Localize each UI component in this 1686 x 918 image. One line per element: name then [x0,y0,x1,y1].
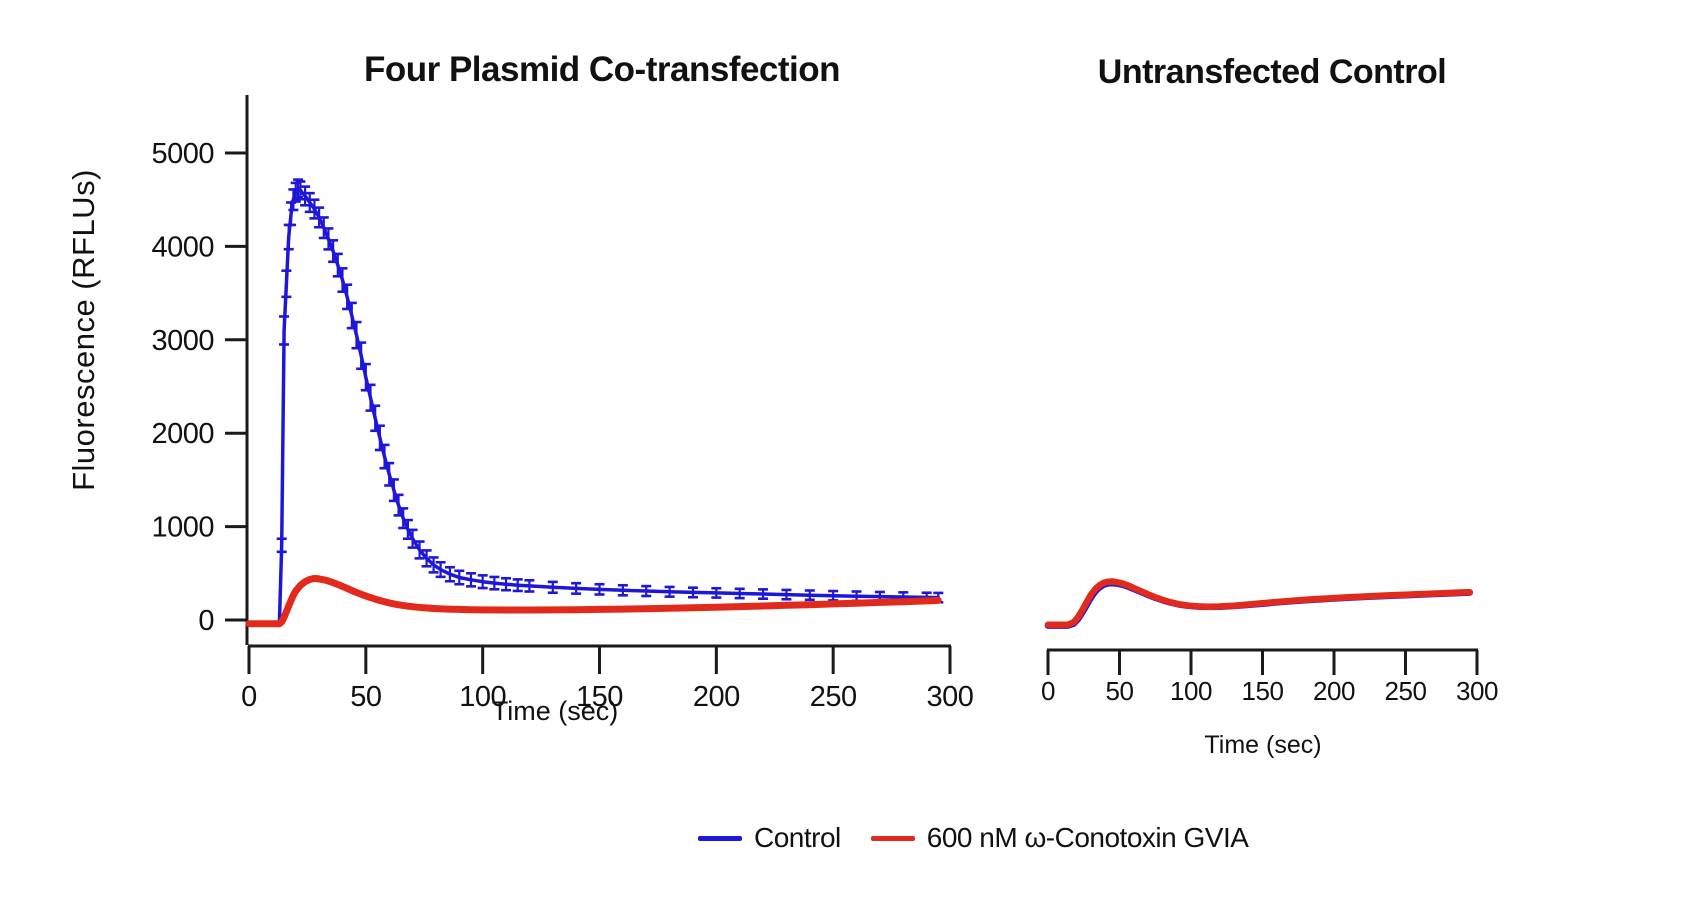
x-tick-label: 150 [576,681,623,713]
control-line-swatch [698,835,742,841]
legend-item-control: Control [698,822,841,854]
x-tick-label: 200 [1313,676,1355,706]
x-tick-label: 100 [459,681,506,713]
legend-item-conotoxin: 600 nM ω-Conotoxin GVIA [870,822,1249,854]
x-tick-label: 150 [1242,676,1284,706]
x-tick-label: 0 [241,681,257,713]
y-tick-label: 4000 [151,231,214,263]
legend-label-conotoxin: 600 nM ω-Conotoxin GVIA [926,822,1249,853]
series-line-conotoxin [1044,578,1474,628]
series-line-control [247,186,941,625]
y-tick-label: 5000 [151,138,214,170]
x-tick-label: 250 [1385,676,1427,706]
right-x-axis-label: Time (sec) [1204,731,1322,759]
legend-label-control: Control [754,822,841,853]
left-x-axis-label: Time (sec) [491,696,619,726]
x-tick-label: 200 [693,681,740,713]
y-tick-label: 0 [198,605,214,637]
x-tick-label: 300 [927,681,974,713]
x-tick-label: 100 [1170,676,1212,706]
x-tick-label: 0 [1041,676,1055,706]
x-tick-label: 250 [810,681,857,713]
right-panel-title: Untransfected Control [1097,53,1447,91]
x-tick-label: 300 [1456,676,1498,706]
y-tick-label: 1000 [151,512,214,544]
y-tick-label: 2000 [151,418,214,450]
x-tick-label: 50 [1106,676,1134,706]
x-tick-label: 50 [350,681,381,713]
left-panel-title: Four Plasmid Co-transfection [363,50,841,89]
legend: Control 600 nM ω-Conotoxin GVIA [698,822,1249,854]
conotoxin-line-swatch [870,835,915,841]
y-tick-label: 3000 [151,325,214,357]
series-line-conotoxin [245,574,942,628]
